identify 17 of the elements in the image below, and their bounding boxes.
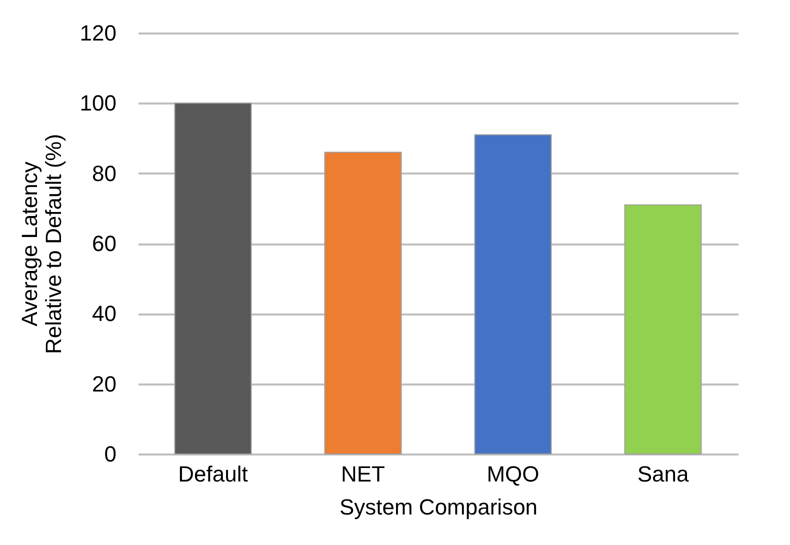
bar (474, 134, 552, 454)
y-tick-label: 80 (92, 160, 116, 186)
bar (624, 204, 702, 454)
bar (324, 152, 402, 454)
x-tick-label: Default (178, 462, 248, 486)
bar (174, 102, 252, 454)
y-tick-label: 60 (92, 231, 116, 256)
y-axis-title: Average Latency Relative to Default (%) (16, 134, 66, 354)
x-tick-label: Sana (637, 462, 690, 486)
x-axis-title: System Comparison (339, 494, 538, 520)
x-tick-label: NET (341, 462, 385, 486)
y-tick-label: 40 (92, 301, 116, 326)
x-tick-label: MQO (486, 462, 540, 486)
y-tick-label: 120 (80, 20, 116, 46)
y-tick-label: 20 (92, 371, 116, 396)
y-tick-label: 0 (104, 442, 116, 466)
y-tick-label: 100 (80, 90, 116, 116)
